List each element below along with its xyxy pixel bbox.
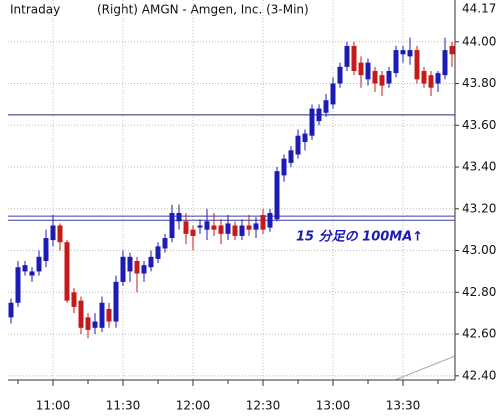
candle-body xyxy=(176,212,182,222)
candle-body xyxy=(148,256,154,268)
candle-body xyxy=(372,70,378,84)
candle-body xyxy=(22,265,28,272)
y-tick-label: 42.60 xyxy=(462,327,496,341)
candle-body xyxy=(36,256,42,272)
candle-body xyxy=(449,45,455,55)
candle-body xyxy=(379,75,385,86)
candle-body xyxy=(127,256,133,272)
candle-body xyxy=(85,317,91,330)
price-marker-label: 44.17 xyxy=(462,2,496,16)
candle-body xyxy=(239,225,245,236)
candle-body xyxy=(50,225,56,241)
candle-body xyxy=(169,212,175,239)
y-tick-label: 43.00 xyxy=(462,243,496,257)
candle-body xyxy=(155,246,161,259)
candle-body xyxy=(407,50,413,57)
x-tick-label: 13:30 xyxy=(386,399,421,413)
candle-body xyxy=(64,242,70,301)
candle-body xyxy=(260,215,266,230)
candle-body xyxy=(281,158,287,176)
candle-body xyxy=(43,238,49,261)
x-tick-label: 11:30 xyxy=(106,399,141,413)
y-tick-label: 42.80 xyxy=(462,285,496,299)
x-tick-label: 13:00 xyxy=(316,399,351,413)
candle-body xyxy=(323,100,329,113)
y-tick-label: 44.00 xyxy=(462,34,496,48)
chart-label: Intraday xyxy=(10,3,60,17)
candle-body xyxy=(358,62,364,76)
candle-body xyxy=(162,238,168,249)
candle-body xyxy=(120,256,126,282)
candle-body xyxy=(267,212,273,228)
annotation: 15 分足の 100MA↑ xyxy=(296,229,423,245)
candle-body xyxy=(218,225,224,234)
candle-body xyxy=(337,66,343,84)
candle-body xyxy=(106,309,112,322)
y-tick-label: 43.80 xyxy=(462,76,496,90)
y-tick-label: 43.60 xyxy=(462,118,496,132)
y-tick-label: 43.20 xyxy=(462,201,496,215)
candle-body xyxy=(344,45,350,67)
candle-body xyxy=(393,50,399,74)
candle-body xyxy=(183,221,189,234)
chart-title: (Right) AMGN - Amgen, Inc. (3-Min) xyxy=(97,3,309,17)
candle-body xyxy=(99,302,105,328)
candle-body xyxy=(295,135,301,155)
candle-body xyxy=(71,292,77,307)
candle-body xyxy=(302,133,308,142)
candle-body xyxy=(211,225,217,230)
candle-body xyxy=(197,225,203,228)
candle-body xyxy=(442,50,448,76)
candle-body xyxy=(232,225,238,236)
candle-body xyxy=(204,221,210,230)
y-tick-label: 43.40 xyxy=(462,160,496,174)
candle-body xyxy=(365,62,371,80)
x-tick-label: 12:00 xyxy=(176,399,211,413)
candle-body xyxy=(134,260,140,274)
x-tick-label: 12:30 xyxy=(246,399,281,413)
candle-body xyxy=(428,75,434,88)
candle-body xyxy=(351,45,357,71)
candle-body xyxy=(316,108,322,122)
y-tick-label: 42.40 xyxy=(462,368,496,382)
candle-body xyxy=(330,83,336,105)
candle-body xyxy=(78,300,84,328)
candle-body xyxy=(253,223,259,230)
candle-body xyxy=(113,281,119,322)
candle-body xyxy=(246,225,252,230)
candle-body xyxy=(225,223,231,234)
candle-body xyxy=(386,70,392,84)
candle-body xyxy=(309,108,315,136)
candle-body xyxy=(57,225,63,243)
candle-body xyxy=(15,267,21,303)
candle-body xyxy=(8,302,14,318)
candle-body xyxy=(414,50,420,80)
candle-body xyxy=(435,73,441,84)
x-tick-label: 11:00 xyxy=(36,399,71,413)
candle-body xyxy=(190,229,196,236)
candle-body xyxy=(141,265,147,274)
candle-body xyxy=(29,271,35,276)
candle-body xyxy=(92,321,98,328)
candle-body xyxy=(288,150,294,163)
candle-body xyxy=(400,50,406,55)
candle-body xyxy=(274,171,280,220)
candle-body xyxy=(421,70,427,84)
